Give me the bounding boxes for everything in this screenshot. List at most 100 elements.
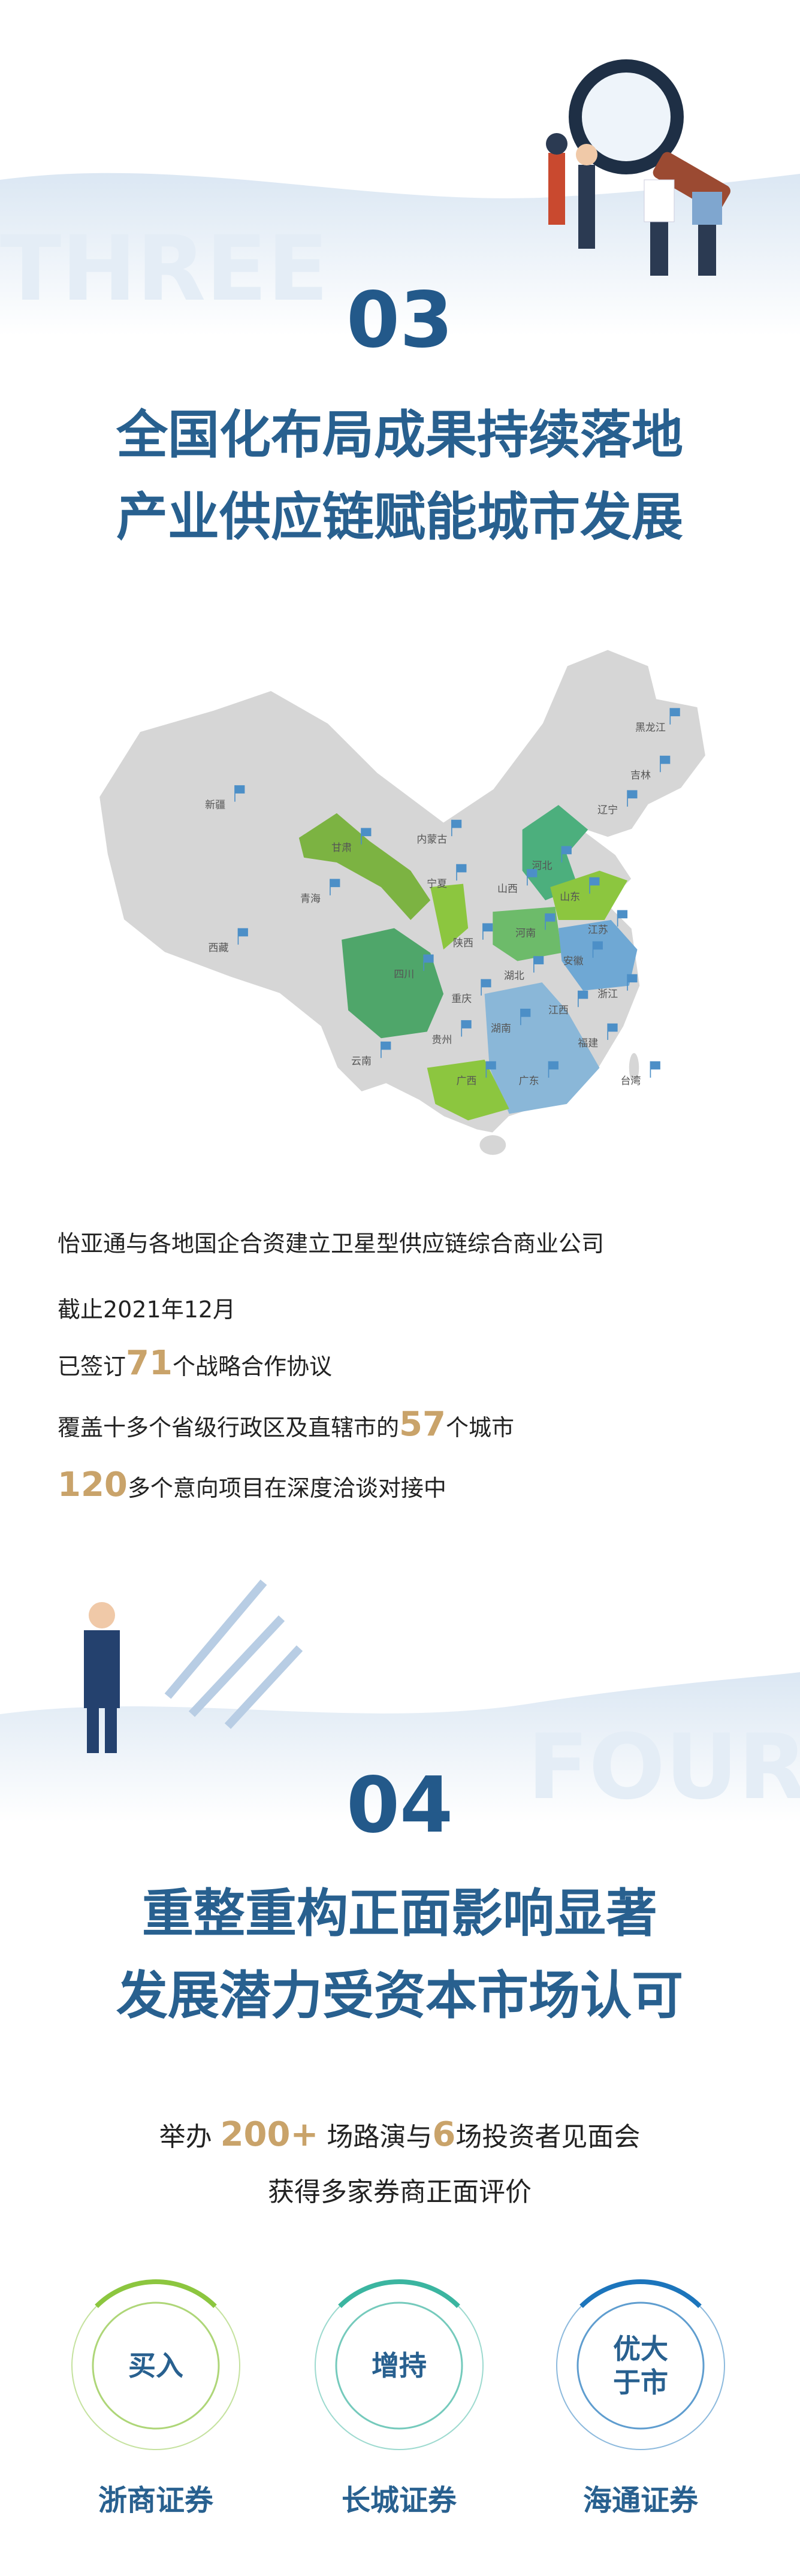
text-segment: 个战略合作协议 [173,1353,332,1380]
flag [578,990,588,999]
map-label: 云南 [351,1055,372,1067]
ring-inner [576,2301,705,2430]
flag [361,828,372,837]
text-line: 覆盖十多个省级行政区及直辖市的57个城市 [58,1405,514,1444]
map-label: 江苏 [588,924,608,936]
rating: 增持 [372,2349,427,2382]
flag [461,1020,472,1028]
flag [593,941,603,950]
ring-arc [579,2279,702,2308]
map-label: 陕西 [453,937,473,949]
text-line: 已签订71个战略合作协议 [58,1344,332,1383]
section-title: 重整重构正面影响显著 [142,1884,657,1944]
highlight-number: 6 [432,2115,455,2154]
map-label: 河南 [515,927,536,939]
map-label: 山西 [497,883,518,895]
flag [545,913,556,922]
map-label: 新疆 [205,800,225,812]
broker: 长城证券 [342,2484,457,2517]
highlight-number: 120 [58,1465,128,1504]
text-segment: 获得多家券商正面评价 [268,2177,532,2207]
text-line: 怡亚通与各地国企合资建立卫星型供应链综合商业公司 [58,1230,604,1257]
map-label: 安徽 [563,955,584,967]
map-label: 浙江 [597,988,618,1000]
flag [234,785,245,794]
flag [456,864,467,873]
broker: 浙商证券 [98,2484,214,2517]
flag [561,846,572,855]
text-segment: 覆盖十多个省级行政区及直辖市的 [58,1414,399,1441]
map-label: 甘肃 [331,842,352,854]
wave [0,173,800,336]
map-label: 辽宁 [597,804,618,816]
section-title: 全国化布局成果持续落地 [116,405,683,465]
ring-inner [335,2301,463,2430]
flag [424,954,434,963]
map-label: 四川 [394,969,414,981]
illustration [546,59,730,276]
flag [627,790,638,799]
ring-arc [95,2279,217,2308]
highlight-number: 200+ [221,2115,319,2154]
text-line: 截止2021年12月 [58,1296,236,1323]
flag [650,1061,660,1070]
map-label: 广西 [456,1075,476,1087]
flag [481,979,491,988]
flag [482,923,493,932]
map-label: 湖南 [491,1022,511,1034]
map-label: 广东 [519,1075,539,1087]
flag [527,868,538,877]
broker: 海通证券 [583,2484,699,2517]
text-segment: 场路演与 [318,2122,432,2152]
text-line: 举办 200+ 场路演与6场投资者见面会 [159,2115,641,2154]
flag [608,1023,618,1032]
text-segment: 怡亚通与各地国企合资建立卫星型供应链综合商业公司 [58,1230,604,1257]
text-segment: 截止2021年12月 [58,1296,236,1323]
flag [533,956,544,964]
highlight-number: 71 [126,1344,173,1383]
map-label: 江西 [548,1005,569,1016]
map-label: 西藏 [209,942,229,954]
ring-arc [338,2279,460,2308]
rating: 优大 [613,2333,668,2365]
rating: 于市 [613,2366,668,2399]
flag [381,1041,391,1050]
section-number: 03 [346,276,453,365]
text-segment: 场投资者见面会 [455,2122,640,2152]
text-segment: 多个意向项目在深度洽谈对接中 [128,1475,446,1501]
text-segment: 个城市 [446,1414,514,1441]
illustration [84,1579,303,1753]
bg-word: FOUR [527,1715,800,1820]
text-segment: 已签订 [58,1353,126,1380]
text-line: 获得多家券商正面评价 [268,2177,532,2207]
map-label: 湖北 [504,970,524,982]
flag [617,910,628,919]
flag [548,1061,559,1070]
map-label: 台湾 [621,1075,641,1087]
map-label: 内蒙古 [416,834,447,846]
ring-inner [92,2301,220,2430]
flag [520,1008,531,1017]
map-label: 福建 [578,1037,598,1049]
section-title: 产业供应链赋能城市发展 [116,487,683,547]
map-label: 宁夏 [427,878,447,890]
section-title: 发展潜力受资本市场认可 [116,1966,683,2026]
flag [238,928,248,937]
section-number: 04 [346,1761,453,1850]
flag [330,879,340,888]
bg-word: THREE [0,217,328,321]
highlight-number: 57 [399,1405,446,1444]
text-line: 120多个意向项目在深度洽谈对接中 [58,1465,446,1504]
map-label: 吉林 [630,770,651,782]
flag [660,755,671,764]
flag [451,819,462,828]
flag [670,708,680,717]
flag [627,974,638,983]
map-label: 黑龙江 [635,722,666,734]
rating: 买入 [128,2349,183,2382]
map-label: 青海 [300,893,321,905]
map-label: 山东 [560,891,580,903]
flag [486,1061,496,1070]
